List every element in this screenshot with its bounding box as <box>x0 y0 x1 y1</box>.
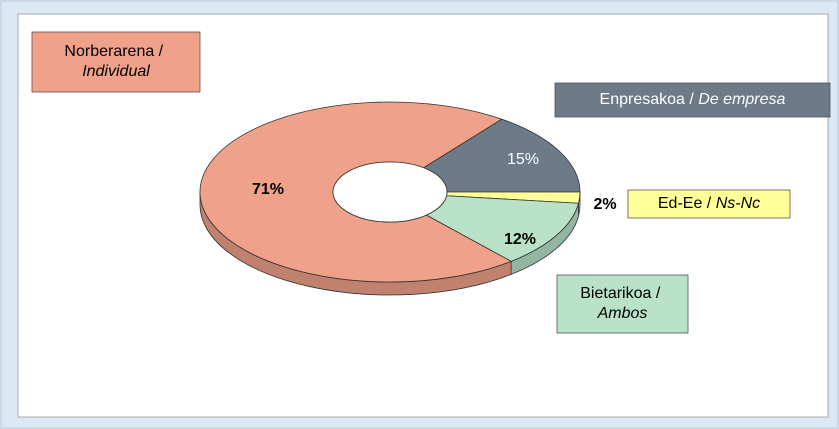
donut-hole <box>332 161 448 223</box>
value-label: 2% <box>593 196 616 213</box>
category-label: Enpresakoa / De empresa <box>600 91 786 108</box>
plot: 15% 2% 12% 71% Enpresakoa / De empresa Ed-Ee … <box>31 31 831 334</box>
category-label: Norberarena / Individual <box>64 43 167 80</box>
value-label: 71% <box>252 181 284 198</box>
category-box <box>556 274 689 334</box>
category-box <box>31 31 201 93</box>
category-box <box>627 189 791 219</box>
category-box <box>554 82 831 118</box>
category-label: Bietarikoa / Ambos <box>580 285 664 322</box>
value-label: 12% <box>504 231 536 248</box>
category-label: Ed-Ee / Ns-Nc <box>658 195 760 212</box>
value-label: 15% <box>507 151 539 168</box>
